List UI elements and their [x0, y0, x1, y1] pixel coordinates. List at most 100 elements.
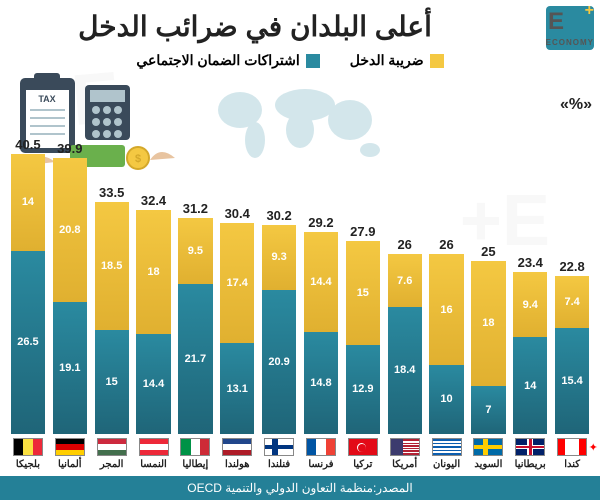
social-segment: 10	[429, 365, 463, 434]
country-name: تركيا	[353, 459, 372, 470]
bar-column: 26 16 10 اليونان	[427, 237, 467, 470]
country-name: إيطاليا	[182, 459, 208, 470]
bar-column: 33.5 18.5 15 المجر	[92, 185, 132, 470]
flag-icon	[264, 438, 294, 456]
social-segment: 15.4	[555, 328, 589, 434]
social-segment: 7	[471, 386, 505, 434]
legend-swatch-social	[306, 54, 320, 68]
bar-column: 22.8 7.4 15.4 ✦ كندا	[552, 259, 592, 470]
logo-letter: E	[548, 8, 564, 36]
bar-wrap: 30.2 9.3 20.9	[259, 208, 299, 434]
social-segment: 19.1	[53, 302, 87, 434]
social-segment: 14.4	[136, 334, 170, 434]
income-segment: 17.4	[220, 223, 254, 343]
total-value: 32.4	[141, 193, 166, 208]
social-segment: 13.1	[220, 343, 254, 434]
social-segment: 20.9	[262, 290, 296, 434]
income-segment: 20.8	[53, 158, 87, 302]
legend: ضريبة الدخل اشتراكات الضمان الاجتماعي	[100, 52, 480, 69]
country-name: أمريكا	[392, 459, 417, 470]
flag-icon	[306, 438, 336, 456]
bar-column: 32.4 18 14.4 النمسا	[134, 193, 174, 470]
social-segment: 12.9	[346, 345, 380, 434]
stacked-bar: 16 10	[429, 254, 463, 434]
social-segment: 14	[513, 337, 547, 434]
svg-text:TAX: TAX	[38, 94, 55, 104]
legend-label-social: اشتراكات الضمان الاجتماعي	[136, 52, 299, 69]
logo-plus: +	[585, 2, 594, 20]
bar-column: 26 7.6 18.4 أمريكا	[385, 237, 425, 470]
bar-chart: 40.5 14 26.5 بلجيكا 39.9 20.8 19.1 ألمان…	[8, 115, 592, 470]
stacked-bar: 9.5 21.7	[178, 218, 212, 434]
total-value: 26	[397, 237, 411, 252]
legend-income: ضريبة الدخل	[350, 52, 444, 69]
stacked-bar: 17.4 13.1	[220, 223, 254, 434]
total-value: 40.5	[15, 137, 40, 152]
bar-wrap: 33.5 18.5 15	[92, 185, 132, 434]
bar-wrap: 26 16 10	[427, 237, 467, 434]
stacked-bar: 20.8 19.1	[53, 158, 87, 434]
stacked-bar: 7.4 15.4	[555, 276, 589, 434]
logo-brand: ECONOMY	[546, 38, 594, 47]
stacked-bar: 9.4 14	[513, 272, 547, 434]
bar-wrap: 26 7.6 18.4	[385, 237, 425, 434]
bar-column: 27.9 15 12.9 تركيا	[343, 224, 383, 470]
bar-wrap: 29.2 14.4 14.8	[301, 215, 341, 434]
bar-column: 31.2 9.5 21.7 إيطاليا	[175, 201, 215, 470]
total-value: 33.5	[99, 185, 124, 200]
page-title: أعلى البلدان في ضرائب الدخل	[60, 10, 450, 43]
social-segment: 14.8	[304, 332, 338, 434]
income-segment: 15	[346, 241, 380, 345]
flag-icon	[97, 438, 127, 456]
bar-wrap: 22.8 7.4 15.4	[552, 259, 592, 434]
total-value: 23.4	[518, 255, 543, 270]
bar-column: 29.2 14.4 14.8 فرنسا	[301, 215, 341, 470]
income-segment: 14.4	[304, 232, 338, 332]
stacked-bar: 14 26.5	[11, 154, 45, 434]
income-segment: 7.6	[388, 254, 422, 307]
country-name: بلجيكا	[16, 459, 40, 470]
bar-column: 40.5 14 26.5 بلجيكا	[8, 137, 48, 470]
income-segment: 16	[429, 254, 463, 365]
stacked-bar: 7.6 18.4	[388, 254, 422, 434]
percent-label: «%»	[560, 96, 592, 114]
country-name: فرنسا	[308, 459, 333, 470]
income-segment: 9.3	[262, 225, 296, 289]
bar-wrap: 25 18 7	[468, 244, 508, 434]
income-segment: 9.4	[513, 272, 547, 337]
social-segment: 18.4	[388, 307, 422, 434]
stacked-bar: 18 14.4	[136, 210, 170, 434]
income-segment: 18	[136, 210, 170, 334]
flag-icon	[13, 438, 43, 456]
bar-column: 39.9 20.8 19.1 ألمانيا	[50, 141, 90, 470]
social-segment: 15	[95, 330, 129, 434]
country-name: بريطانيا	[515, 459, 546, 470]
stacked-bar: 18 7	[471, 261, 505, 434]
total-value: 31.2	[183, 201, 208, 216]
stacked-bar: 18.5 15	[95, 202, 129, 434]
bar-wrap: 31.2 9.5 21.7	[175, 201, 215, 434]
country-name: فنلندا	[268, 459, 290, 470]
income-segment: 14	[11, 154, 45, 251]
bar-column: 30.2 9.3 20.9 فنلندا	[259, 208, 299, 470]
income-segment: 18	[471, 261, 505, 385]
flag-icon	[432, 438, 462, 456]
country-name: ألمانيا	[58, 459, 82, 470]
country-name: هولندا	[225, 459, 250, 470]
stacked-bar: 9.3 20.9	[262, 225, 296, 434]
income-segment: 7.4	[555, 276, 589, 327]
flag-icon	[515, 438, 545, 456]
total-value: 29.2	[308, 215, 333, 230]
legend-label-income: ضريبة الدخل	[350, 52, 424, 69]
bar-wrap: 30.4 17.4 13.1	[217, 206, 257, 434]
country-name: اليونان	[433, 459, 460, 470]
flag-icon	[222, 438, 252, 456]
bar-column: 30.4 17.4 13.1 هولندا	[217, 206, 257, 470]
income-segment: 9.5	[178, 218, 212, 284]
bar-column: 23.4 9.4 14 بريطانيا	[510, 255, 550, 470]
flag-icon	[55, 438, 85, 456]
country-name: النمسا	[140, 459, 167, 470]
country-name: السويد	[474, 459, 502, 470]
source-bar: المصدر:منظمة التعاون الدولي والتنمية OEC…	[0, 476, 600, 500]
country-name: المجر	[100, 459, 124, 470]
